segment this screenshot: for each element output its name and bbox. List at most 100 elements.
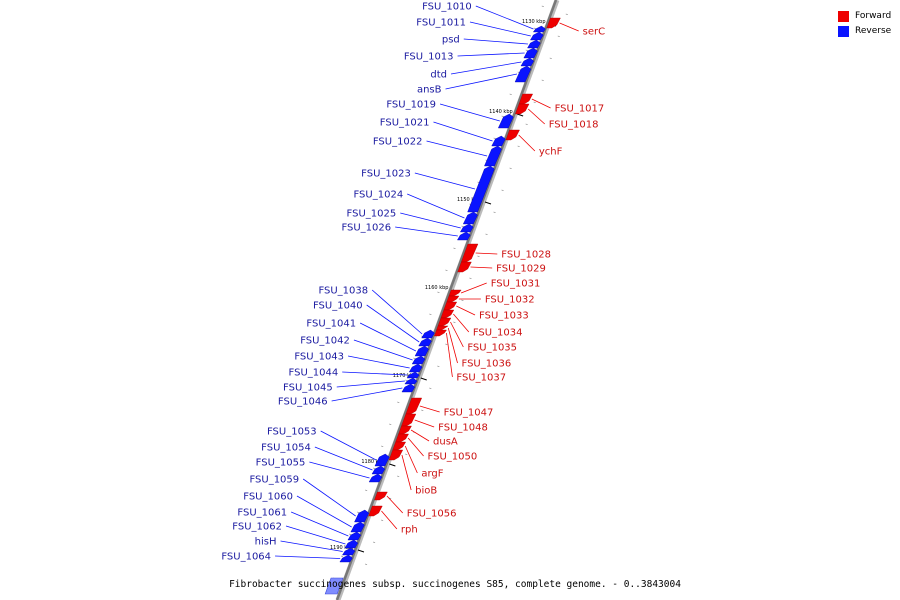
reverse-gene[interactable] <box>354 509 370 523</box>
reverse-gene-label[interactable]: ansB <box>417 85 442 96</box>
reverse-gene[interactable] <box>462 211 478 225</box>
reverse-gene[interactable] <box>523 47 538 59</box>
reverse-gene-label[interactable]: FSU_1064 <box>221 552 271 563</box>
forward-gene-label[interactable]: FSU_1029 <box>496 264 546 275</box>
reverse-gene[interactable] <box>342 547 356 556</box>
forward-gene[interactable] <box>446 295 460 303</box>
reverse-gene-label[interactable]: FSU_1026 <box>341 223 391 234</box>
reverse-gene-label[interactable]: dtd <box>430 70 447 81</box>
reverse-gene-label[interactable]: FSU_1023 <box>361 169 411 180</box>
reverse-gene[interactable] <box>339 554 353 563</box>
forward-gene[interactable] <box>443 301 458 311</box>
forward-gene-label[interactable]: FSU_1047 <box>444 408 494 419</box>
reverse-gene[interactable] <box>484 145 502 167</box>
forward-gene[interactable] <box>392 441 407 451</box>
reverse-gene-label[interactable]: FSU_1043 <box>294 352 344 363</box>
reverse-gene-label[interactable]: hisH <box>255 537 277 548</box>
reverse-gene-label[interactable]: FSU_1060 <box>243 492 293 503</box>
reverse-gene-label[interactable]: FSU_1059 <box>249 475 299 486</box>
reverse-gene[interactable] <box>406 371 420 379</box>
reverse-gene-label[interactable]: FSU_1044 <box>289 368 339 379</box>
reverse-gene[interactable] <box>408 363 423 373</box>
forward-gene[interactable] <box>515 103 530 115</box>
reverse-gene-label[interactable]: FSU_1011 <box>416 18 466 29</box>
reverse-gene-label[interactable]: FSU_1042 <box>300 336 350 347</box>
reverse-gene-label[interactable]: FSU_1038 <box>318 286 368 297</box>
forward-gene[interactable] <box>388 449 404 461</box>
forward-gene-label[interactable]: FSU_1056 <box>407 509 457 520</box>
forward-gene-label[interactable]: FSU_1037 <box>456 373 506 384</box>
forward-gene[interactable] <box>440 309 455 319</box>
forward-gene[interactable] <box>461 243 479 263</box>
reverse-gene[interactable] <box>324 577 344 595</box>
forward-gene-label[interactable]: FSU_1032 <box>485 295 535 306</box>
reverse-gene[interactable] <box>350 521 365 533</box>
forward-gene[interactable] <box>374 491 388 501</box>
forward-gene-label[interactable]: FSU_1048 <box>438 423 488 434</box>
forward-gene[interactable] <box>448 289 462 297</box>
forward-gene[interactable] <box>368 505 383 517</box>
reverse-gene[interactable] <box>514 65 532 83</box>
forward-gene-label[interactable]: FSU_1035 <box>467 343 517 354</box>
forward-gene-label[interactable]: bioB <box>415 486 437 497</box>
reverse-gene-label[interactable]: FSU_1024 <box>353 190 403 201</box>
reverse-gene[interactable] <box>530 31 544 41</box>
reverse-gene[interactable] <box>401 383 416 393</box>
forward-gene-label[interactable]: FSU_1017 <box>555 104 605 115</box>
reverse-gene-label[interactable]: FSU_1055 <box>256 458 306 469</box>
reverse-gene-label[interactable]: FSU_1040 <box>313 301 363 312</box>
reverse-gene[interactable] <box>520 57 535 67</box>
forward-gene-label[interactable]: FSU_1018 <box>549 120 599 131</box>
reverse-gene-label[interactable]: FSU_1061 <box>237 508 287 519</box>
reverse-gene[interactable] <box>532 25 546 33</box>
reverse-gene-label[interactable]: FSU_1019 <box>386 100 436 111</box>
forward-gene[interactable] <box>437 317 452 327</box>
reverse-gene[interactable] <box>368 473 383 483</box>
reverse-gene[interactable] <box>344 539 359 549</box>
forward-gene[interactable] <box>405 397 423 415</box>
forward-gene[interactable] <box>505 129 520 141</box>
reverse-gene-label[interactable]: FSU_1021 <box>380 118 430 129</box>
reverse-gene[interactable] <box>421 329 435 339</box>
forward-gene-label[interactable]: FSU_1031 <box>491 279 541 290</box>
reverse-gene-label[interactable]: FSU_1053 <box>267 427 317 438</box>
reverse-gene[interactable] <box>459 223 474 233</box>
reverse-gene-label[interactable]: FSU_1025 <box>347 209 397 220</box>
reverse-gene-label[interactable]: FSU_1062 <box>232 522 282 533</box>
forward-gene-label[interactable]: serC <box>583 27 605 38</box>
reverse-gene[interactable] <box>497 113 514 129</box>
reverse-gene-label[interactable]: psd <box>442 35 460 46</box>
forward-gene-label[interactable]: FSU_1034 <box>473 328 523 339</box>
forward-gene[interactable] <box>398 425 412 435</box>
reverse-gene[interactable] <box>371 465 386 475</box>
forward-gene-label[interactable]: FSU_1033 <box>479 311 529 322</box>
reverse-gene-label[interactable]: FSU_1022 <box>373 137 423 148</box>
reverse-gene[interactable] <box>491 135 506 147</box>
reverse-gene[interactable] <box>467 165 495 213</box>
reverse-gene[interactable] <box>457 231 471 241</box>
forward-gene[interactable] <box>546 17 561 29</box>
reverse-gene-label[interactable]: FSU_1045 <box>283 383 333 394</box>
forward-gene-label[interactable]: argF <box>421 469 443 480</box>
reverse-gene[interactable] <box>527 39 541 49</box>
reverse-gene-label[interactable]: FSU_1010 <box>422 2 472 13</box>
reverse-gene[interactable] <box>347 531 362 541</box>
forward-gene-label[interactable]: ychF <box>539 147 563 158</box>
forward-gene[interactable] <box>436 325 449 331</box>
forward-gene-label[interactable]: FSU_1028 <box>501 250 551 261</box>
forward-gene[interactable] <box>401 413 417 427</box>
forward-gene-label[interactable]: rph <box>401 525 418 536</box>
forward-gene-label[interactable]: dusA <box>433 437 458 448</box>
reverse-gene-label[interactable]: FSU_1041 <box>306 319 356 330</box>
reverse-gene[interactable] <box>411 355 426 365</box>
reverse-gene[interactable] <box>374 453 390 467</box>
reverse-gene-label[interactable]: FSU_1013 <box>404 52 454 63</box>
reverse-gene[interactable] <box>414 345 429 357</box>
forward-gene[interactable] <box>518 93 534 105</box>
reverse-gene[interactable] <box>418 337 432 347</box>
forward-gene[interactable] <box>457 261 472 273</box>
forward-gene-label[interactable]: FSU_1050 <box>428 452 478 463</box>
forward-gene[interactable] <box>395 433 409 443</box>
reverse-gene-label[interactable]: FSU_1046 <box>278 397 328 408</box>
forward-gene[interactable] <box>434 329 447 337</box>
